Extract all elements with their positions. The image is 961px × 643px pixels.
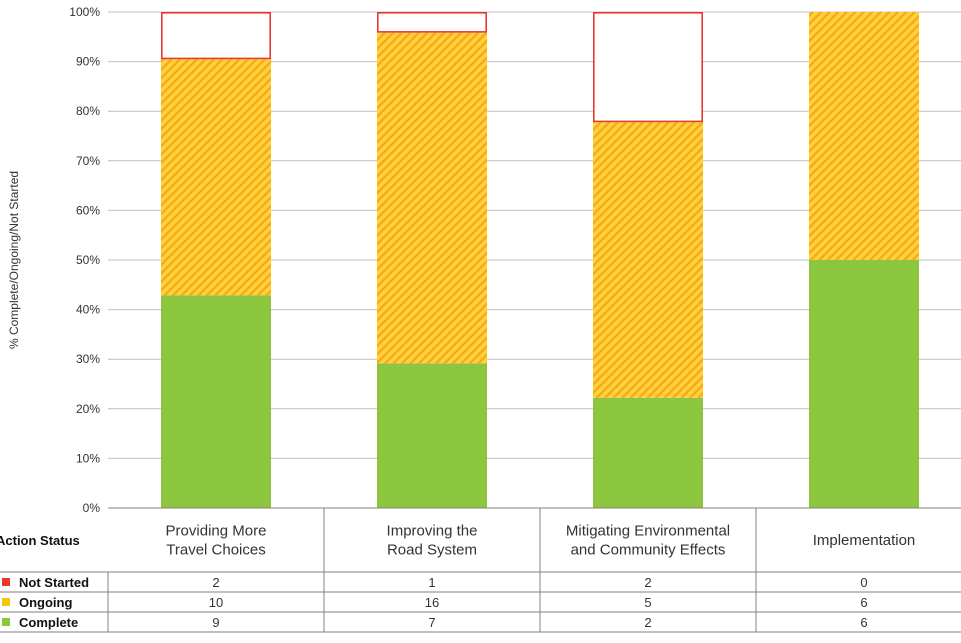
legend-label: Ongoing	[19, 595, 72, 610]
legend-label: Complete	[19, 615, 78, 630]
table-cell: 16	[425, 595, 439, 610]
legend-swatch	[2, 578, 10, 586]
category-label: and Community Effects	[571, 542, 726, 559]
y-tick-label: 50%	[76, 253, 100, 267]
category-label: Implementation	[813, 532, 916, 549]
y-tick-label: 10%	[76, 451, 100, 465]
y-tick-label: 60%	[76, 203, 100, 217]
table-cell: 5	[644, 595, 651, 610]
bar-complete	[809, 260, 919, 508]
y-tick-label: 40%	[76, 303, 100, 317]
y-tick-label: 30%	[76, 352, 100, 366]
bar-ongoing	[809, 12, 919, 260]
category-label: Mitigating Environmental	[566, 523, 730, 540]
bar-not-started	[592, 12, 703, 123]
table-cell: 6	[860, 615, 867, 630]
y-tick-label: 90%	[76, 55, 100, 69]
table-title: Action Status	[0, 533, 80, 548]
bar-complete	[377, 363, 487, 508]
y-tick-label: 80%	[76, 104, 100, 118]
bar-ongoing	[161, 59, 271, 296]
legend-swatch	[2, 618, 10, 626]
y-tick-label: 100%	[69, 5, 100, 19]
category-label: Improving the	[387, 523, 478, 540]
table-cell: 10	[209, 595, 223, 610]
legend-swatch	[2, 598, 10, 606]
table-cell: 1	[428, 575, 435, 590]
table-cell: 7	[428, 615, 435, 630]
category-label: Road System	[387, 542, 477, 559]
bar-ongoing	[377, 32, 487, 364]
table-cell: 9	[212, 615, 219, 630]
table-cell: 2	[644, 575, 651, 590]
y-axis-label: % Complete/Ongoing/Not Started	[7, 171, 21, 349]
y-tick-label: 0%	[83, 501, 101, 515]
bar-complete	[593, 397, 703, 508]
y-tick-label: 20%	[76, 402, 100, 416]
table-cell: 2	[212, 575, 219, 590]
table-cell: 6	[860, 595, 867, 610]
category-label: Travel Choices	[166, 542, 265, 559]
legend-label: Not Started	[19, 575, 89, 590]
category-label: Providing More	[166, 523, 267, 540]
bar-not-started	[161, 12, 272, 60]
table-cell: 0	[860, 575, 867, 590]
y-tick-label: 70%	[76, 154, 100, 168]
bar-not-started	[376, 12, 487, 33]
bar-ongoing	[593, 122, 703, 398]
table-cell: 2	[644, 615, 651, 630]
bar-complete	[161, 295, 271, 508]
